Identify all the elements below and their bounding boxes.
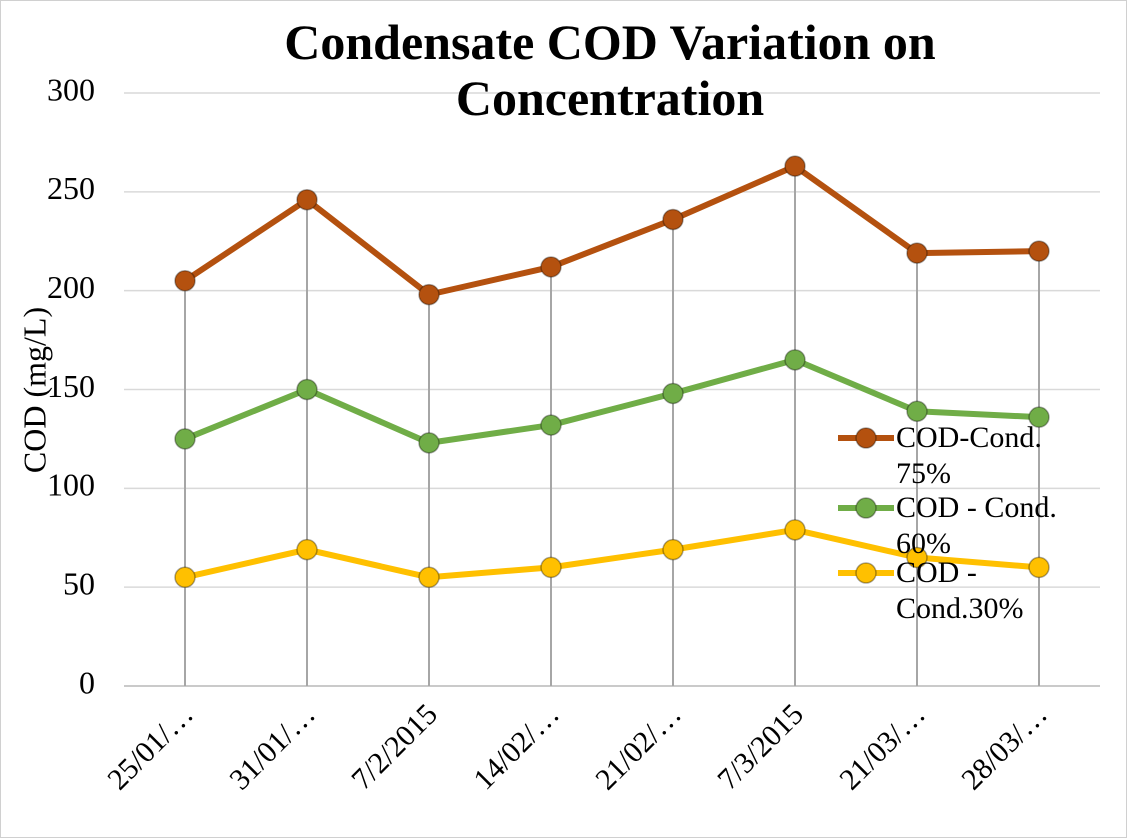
- legend-label: COD-Cond. 75%: [896, 421, 1042, 490]
- y-tick-label: 150: [47, 368, 95, 404]
- data-point: [174, 270, 196, 292]
- data-point: [296, 378, 318, 401]
- y-axis-label: COD (mg/L): [16, 307, 52, 473]
- legend-marker: [855, 497, 877, 519]
- data-point: [1028, 406, 1050, 428]
- y-tick-label: 250: [47, 170, 95, 206]
- y-tick-label: 50: [63, 566, 95, 602]
- series-line: [183, 356, 1040, 446]
- legend-marker: [855, 562, 877, 584]
- data-point: [540, 256, 562, 278]
- series-line: [184, 526, 1040, 581]
- data-point: [174, 428, 196, 450]
- data-point: [418, 566, 440, 589]
- legend-icon: [838, 497, 894, 519]
- data-point: [784, 519, 806, 541]
- chart-title: Condensate COD Variation on Concentratio…: [284, 14, 936, 126]
- y-tick-label: 100: [47, 467, 95, 503]
- data-point: [784, 155, 806, 177]
- legend-icon: [838, 562, 894, 584]
- data-point: [1028, 556, 1050, 579]
- y-tick-label: 200: [47, 269, 95, 305]
- data-point: [906, 400, 928, 422]
- legend-icon: [838, 427, 894, 449]
- data-point: [662, 538, 684, 561]
- data-point: [296, 188, 318, 211]
- data-point: [540, 556, 562, 579]
- data-point: [662, 382, 684, 405]
- y-tick-label: 0: [79, 664, 95, 700]
- data-point: [784, 349, 806, 371]
- data-point: [174, 566, 196, 589]
- data-point: [540, 414, 562, 436]
- data-point: [1028, 240, 1050, 262]
- series-line: [183, 163, 1040, 298]
- data-point: [418, 432, 440, 454]
- y-tick-label: 300: [47, 71, 95, 107]
- data-point: [418, 283, 440, 306]
- data-point: [662, 208, 684, 231]
- data-point: [906, 546, 928, 569]
- legend-item: COD - Cond.30%: [838, 555, 1068, 627]
- legend-item: COD - Cond. 60%: [838, 490, 1068, 562]
- legend-item: COD-Cond. 75%: [838, 420, 1068, 492]
- legend-label: COD - Cond. 60%: [896, 491, 1057, 560]
- legend-label: COD - Cond.30%: [896, 556, 1024, 625]
- data-point: [906, 242, 928, 264]
- legend-marker: [855, 427, 877, 449]
- data-point: [296, 538, 318, 561]
